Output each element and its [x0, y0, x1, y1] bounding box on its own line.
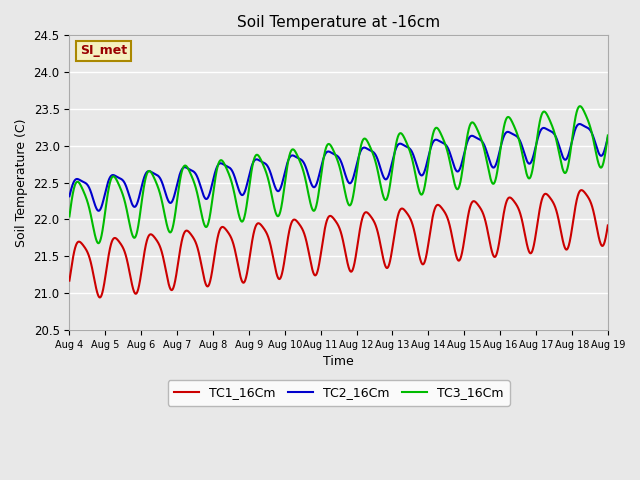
TC3_16Cm: [576, 103, 584, 109]
TC1_16Cm: [296, 221, 303, 227]
TC2_16Cm: [272, 186, 280, 192]
Text: SI_met: SI_met: [80, 45, 127, 58]
TC2_16Cm: [95, 208, 102, 214]
TC2_16Cm: [536, 130, 543, 136]
TC3_16Cm: [159, 203, 167, 209]
TC2_16Cm: [576, 121, 584, 127]
Y-axis label: Soil Temperature (C): Soil Temperature (C): [15, 119, 28, 247]
TC3_16Cm: [536, 121, 543, 127]
TC1_16Cm: [272, 269, 280, 275]
TC1_16Cm: [96, 295, 104, 300]
TC1_16Cm: [604, 223, 612, 228]
Line: TC2_16Cm: TC2_16Cm: [69, 124, 608, 211]
Line: TC3_16Cm: TC3_16Cm: [69, 106, 608, 243]
TC1_16Cm: [159, 253, 167, 259]
TC2_16Cm: [594, 147, 602, 153]
TC1_16Cm: [536, 208, 543, 214]
TC2_16Cm: [159, 182, 167, 188]
TC2_16Cm: [65, 193, 73, 199]
Title: Soil Temperature at -16cm: Soil Temperature at -16cm: [237, 15, 440, 30]
TC1_16Cm: [65, 278, 73, 284]
TC3_16Cm: [594, 157, 602, 163]
TC1_16Cm: [594, 228, 602, 234]
Legend: TC1_16Cm, TC2_16Cm, TC3_16Cm: TC1_16Cm, TC2_16Cm, TC3_16Cm: [168, 380, 509, 406]
TC2_16Cm: [296, 156, 303, 162]
TC3_16Cm: [65, 214, 73, 219]
X-axis label: Time: Time: [323, 355, 354, 368]
TC1_16Cm: [577, 187, 585, 193]
TC3_16Cm: [604, 132, 612, 138]
TC2_16Cm: [127, 198, 135, 204]
TC1_16Cm: [127, 276, 135, 282]
TC3_16Cm: [296, 157, 303, 163]
TC3_16Cm: [95, 240, 102, 246]
TC2_16Cm: [604, 134, 612, 140]
TC3_16Cm: [127, 228, 135, 233]
TC3_16Cm: [272, 211, 280, 216]
Line: TC1_16Cm: TC1_16Cm: [69, 190, 608, 298]
